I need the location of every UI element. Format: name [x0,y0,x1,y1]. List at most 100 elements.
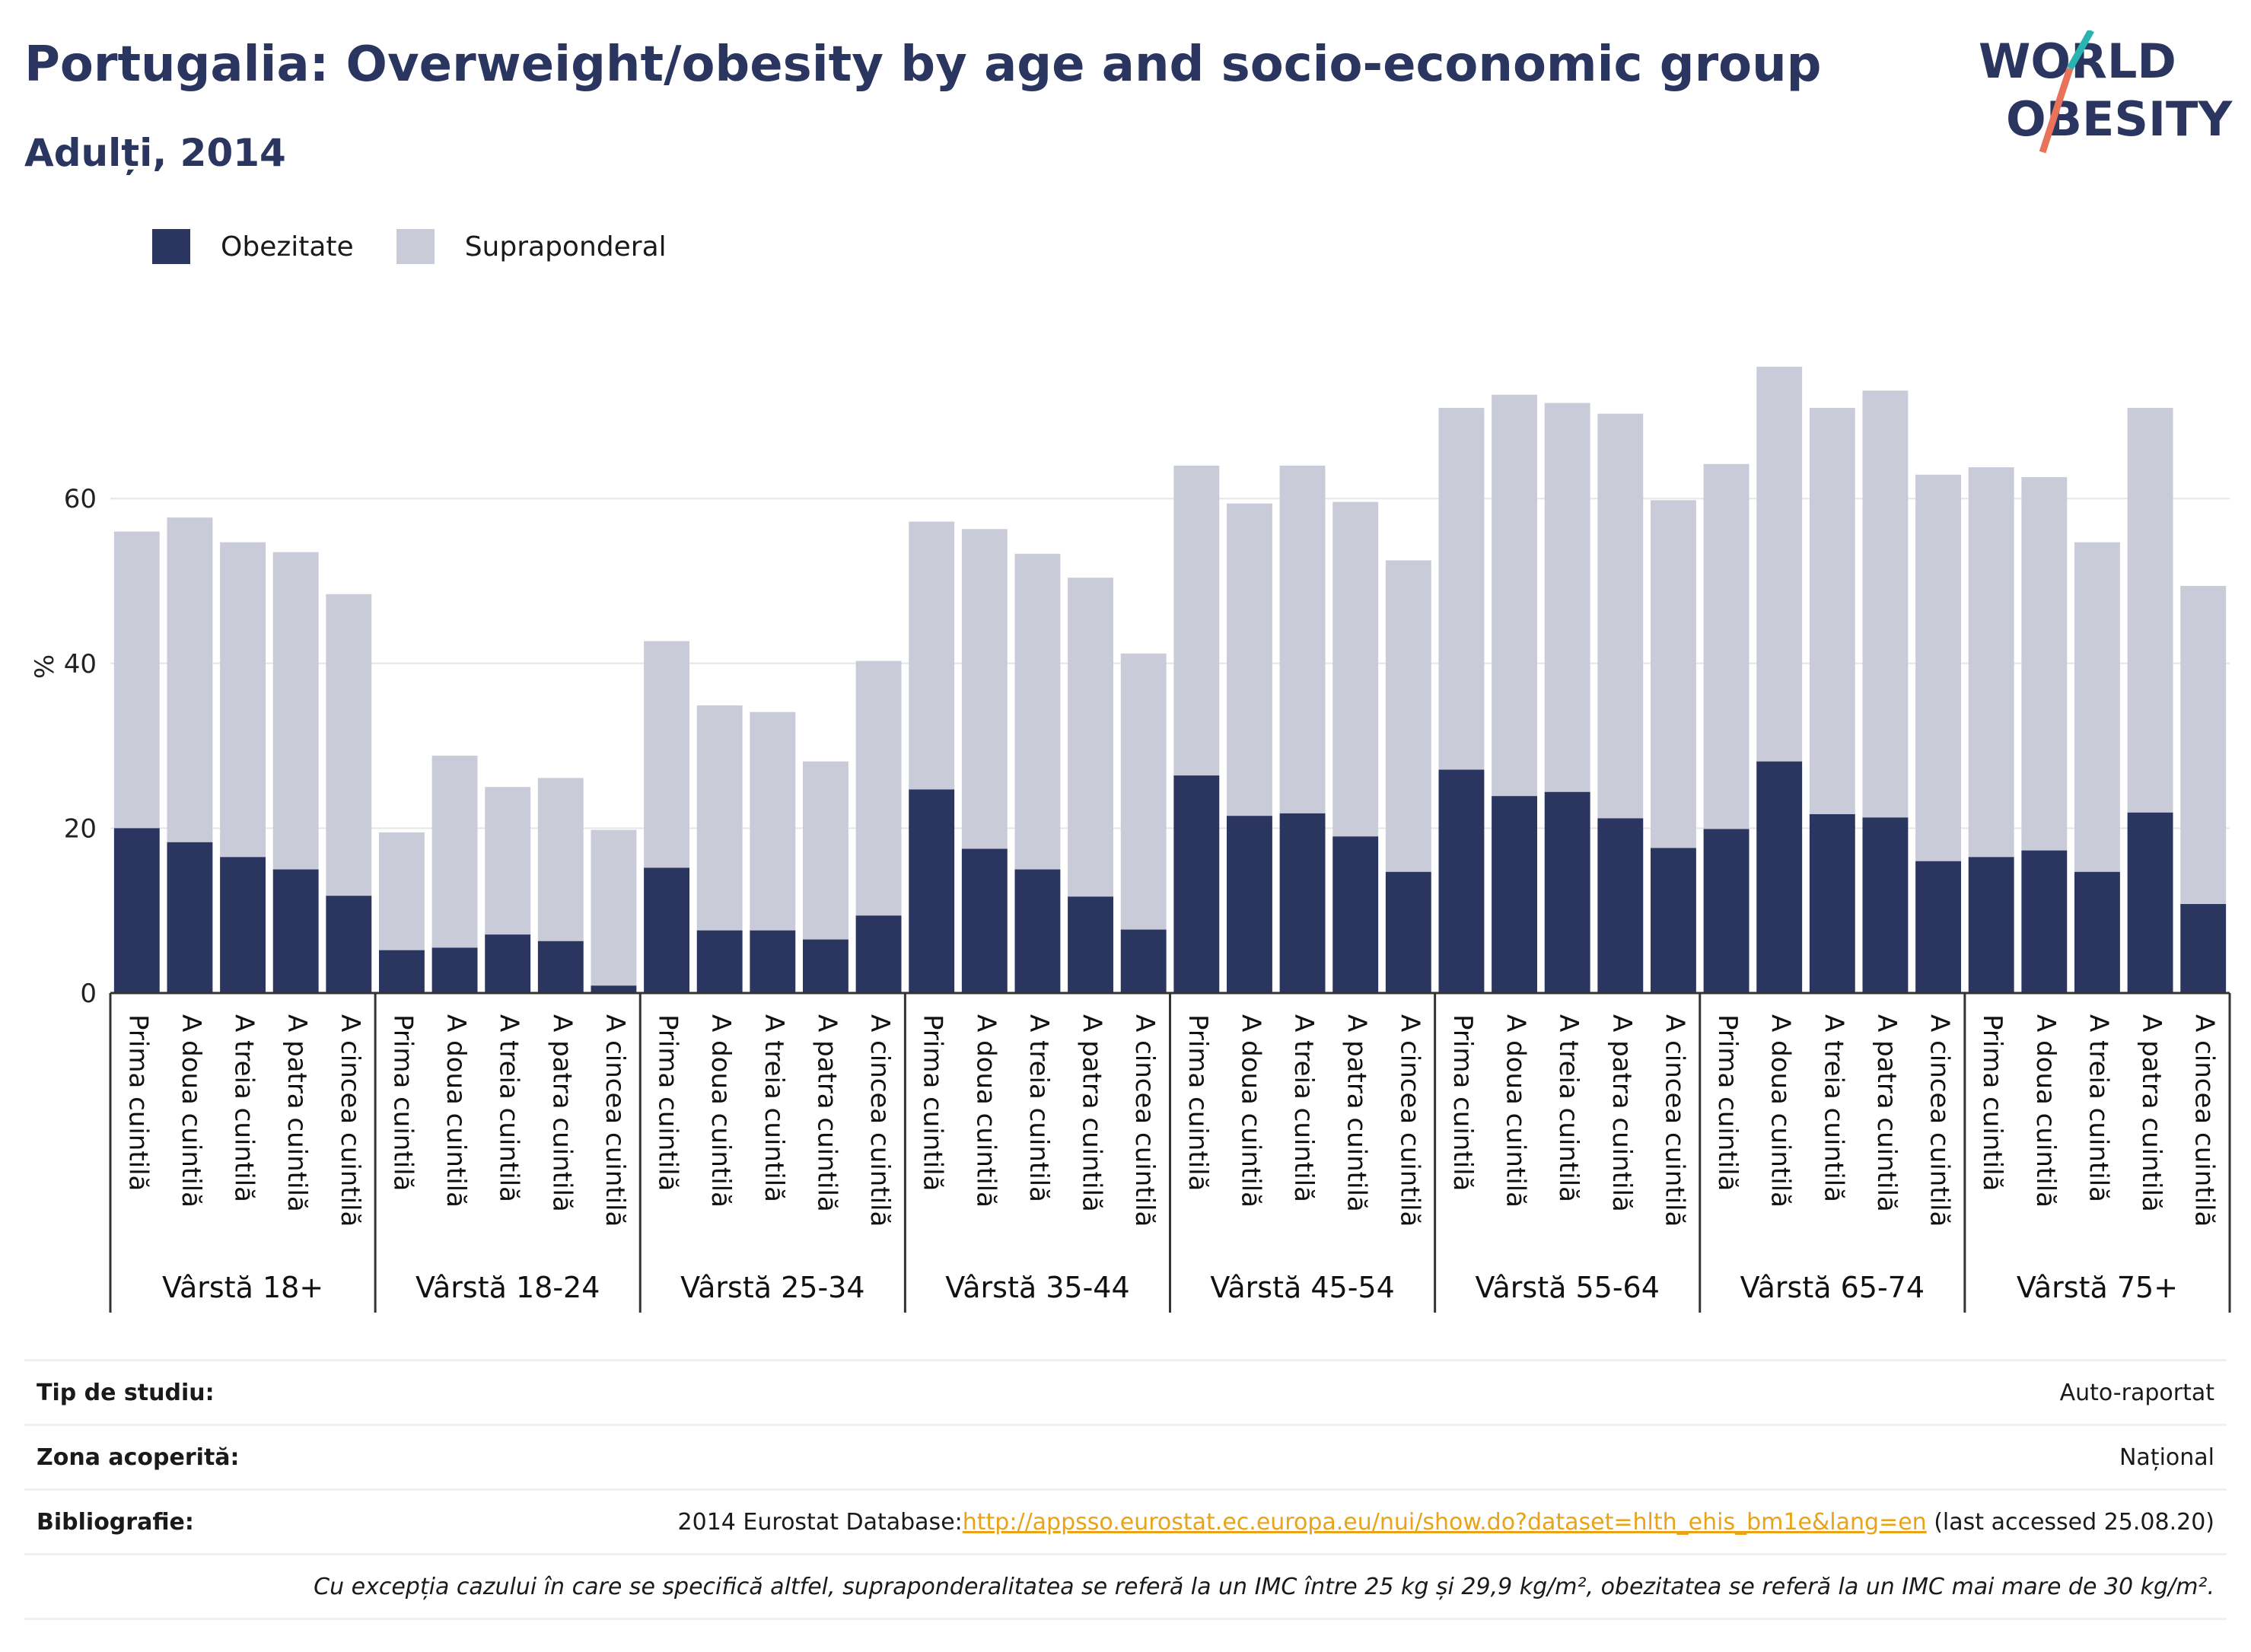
bar-obesity [1544,791,1590,993]
bar-obesity [485,934,531,993]
bar-overweight [1915,474,1962,861]
bar-obesity [1862,817,1909,993]
bar-overweight [1332,501,1379,837]
bar-overweight [1809,408,1855,814]
legend-item-obesity[interactable]: Obezitate [152,229,354,264]
bar-overweight [537,778,584,941]
bar-obesity [855,915,902,993]
bar-obesity [1492,796,1538,993]
bar-chart: 0 20 40 60% Prima cuintilă A doua cuintilă A t… [30,366,2231,1313]
category-label: A cincea cuintilă [1394,1014,1425,1227]
category-label: A patra cuintilă [811,1014,842,1212]
bar-obesity [1120,929,1167,993]
category-label: A doua cuintilă [1501,1014,1531,1208]
y-tick-label: 20 [64,813,97,844]
bar-overweight [272,552,319,870]
footer-row-study-type: Tip de studiu: Auto-raportat [24,1359,2227,1424]
group-label: Vârstă 18-24 [415,1271,600,1304]
y-tick-label: 0 [80,979,97,1009]
bar-overweight [378,832,425,950]
footer-row-note: Cu excepția cazului în care se specifică… [24,1553,2227,1620]
footer-value-bibliography: 2014 Eurostat Database:http://appsso.eur… [678,1509,2227,1536]
category-label: Prima cuintilă [1712,1014,1743,1191]
category-label: A patra cuintilă [282,1014,312,1212]
category-label: Prima cuintilă [1977,1014,2007,1191]
bar-overweight [591,829,637,986]
footer-label-study-type: Tip de studiu: [37,1379,215,1406]
category-label: A patra cuintilă [1606,1014,1637,1212]
bar-obesity [113,828,160,993]
bar-obesity [802,939,849,993]
bar-obesity [1014,869,1061,993]
chart-subtitle: Adulți, 2014 [24,131,286,175]
logo-slash-teal [2067,30,2094,71]
bar-overweight [1968,467,2014,858]
bar-overweight [1173,465,1220,776]
legend-label-overweight: Supraponderal [464,231,667,263]
bar-overweight [1438,408,1485,770]
category-label: A doua cuintilă [970,1014,1001,1208]
bar-overweight [1014,553,1061,870]
category-label: A treia cuintilă [229,1014,259,1202]
bibliography-prefix: 2014 Eurostat Database: [677,1508,963,1536]
bar-overweight [1120,653,1167,930]
bar-obesity [1915,861,1962,993]
bar-obesity [696,930,743,993]
category-label: A treia cuintilă [1024,1014,1054,1202]
group-label: Vârstă 55-64 [1475,1271,1659,1304]
category-label: A cincea cuintilă [335,1014,365,1227]
legend-label-obesity: Obezitate [221,231,354,263]
bar-obesity [1438,769,1485,993]
category-label: A patra cuintilă [546,1014,577,1212]
bar-overweight [802,761,849,940]
bar-obesity [537,941,584,993]
bar-overweight [1703,463,1750,829]
category-label: A cincea cuintilă [864,1014,895,1227]
bibliography-link[interactable]: http://appsso.eurostat.ec.europa.eu/nui/… [962,1508,1927,1536]
y-tick-label: 60 [64,484,97,514]
bar-obesity [167,842,213,993]
bar-obesity [272,869,319,993]
category-label: A cincea cuintilă [2189,1014,2220,1227]
bar-obesity [1279,813,1326,993]
bar-obesity [750,930,796,993]
bar-obesity [2074,871,2120,993]
bar-overweight [1226,503,1272,816]
category-label: A patra cuintilă [1342,1014,1372,1212]
chart-legend: Obezitate Supraponderal [152,225,709,268]
group-label: Vârstă 45-54 [1210,1271,1394,1304]
legend-swatch-obesity [152,229,190,264]
bar-obesity [1226,816,1272,993]
category-label: A cincea cuintilă [600,1014,630,1227]
group-label: Vârstă 35-44 [945,1271,1129,1304]
category-label: A treia cuintilă [494,1014,524,1202]
bar-obesity [1968,857,2014,993]
group-label: Vârstă 25-34 [680,1271,864,1304]
category-label: A doua cuintilă [176,1014,206,1208]
category-label: A treia cuintilă [759,1014,789,1202]
footer-row-bibliography: Bibliografie: 2014 Eurostat Database:htt… [24,1488,2227,1553]
chart-title: Portugalia: Overweight/obesity by age an… [24,37,1822,93]
bar-overweight [961,529,1008,849]
category-label: Prima cuintilă [387,1014,418,1191]
category-label: A cincea cuintilă [1659,1014,1689,1227]
footer-row-coverage: Zona acoperită: Național [24,1424,2227,1488]
footer-note: Cu excepția cazului în care se specifică… [314,1573,2214,1600]
bar-overweight [2180,585,2227,905]
bar-overweight [2127,408,2173,813]
legend-swatch-overweight [396,229,435,264]
bar-obesity [1809,813,1855,993]
footer-label-coverage: Zona acoperită: [37,1444,240,1471]
bar-obesity [644,867,690,993]
bar-obesity [431,947,478,993]
category-label: A patra cuintilă [1077,1014,1107,1212]
bar-obesity [1756,761,1803,993]
bar-obesity [591,985,637,993]
bar-overweight [326,594,372,896]
bar-obesity [220,857,266,993]
bar-overweight [1544,403,1590,792]
footer-value-coverage: Național [2119,1444,2214,1471]
bar-overweight [1650,500,1696,848]
legend-item-overweight[interactable]: Supraponderal [396,229,667,264]
bar-obesity [1173,775,1220,993]
